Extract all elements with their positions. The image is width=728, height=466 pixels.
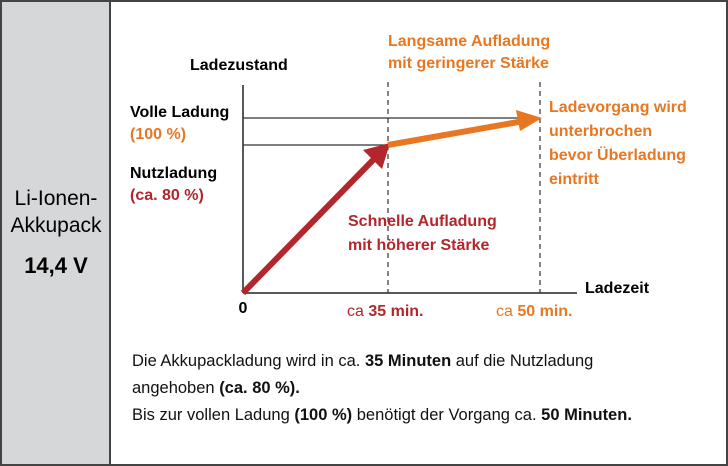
level-value: (100 %)	[130, 126, 186, 143]
fast-note: Schnelle Aufladung	[348, 213, 497, 230]
x-marker: ca 35 min.	[347, 303, 424, 320]
slow-arrowhead	[516, 110, 542, 131]
level-value: (ca. 80 %)	[130, 187, 204, 204]
x-marker-value: 35 min.	[368, 303, 423, 320]
caption-line: Die Akkupackladung wird in ca. 35 Minute…	[132, 348, 632, 375]
level-label: Nutzladung	[130, 165, 217, 182]
stop-note: unterbrochen	[549, 123, 652, 140]
caption: Die Akkupackladung wird in ca. 35 Minute…	[132, 348, 632, 429]
stop-note: bevor Überladung	[549, 145, 686, 164]
emphasis: 50 Minuten.	[541, 406, 632, 424]
x-marker: ca 50 min.	[496, 303, 573, 320]
sidebar	[0, 0, 111, 466]
text: angehoben	[132, 379, 215, 397]
caption-line: angehoben (ca. 80 %).	[132, 375, 632, 402]
stop-note: Ladevorgang wird	[549, 99, 687, 116]
x-axis-label: Ladezeit	[585, 280, 650, 297]
x-marker-prefix: ca	[347, 303, 364, 320]
slow-arrow	[387, 118, 525, 148]
text: auf die Nutzladung	[455, 352, 594, 370]
voltage: 14,4 V	[24, 253, 88, 278]
slow-note: mit geringerer Stärke	[388, 55, 549, 72]
product-line: Li-Ionen-	[15, 187, 98, 210]
product-line: Akkupack	[10, 214, 102, 237]
fast-note: mit höherer Stärke	[348, 237, 489, 254]
y-axis-label: Ladezustand	[190, 57, 288, 74]
emphasis: (100 %)	[294, 406, 353, 424]
fast-arrowhead	[363, 143, 390, 169]
x-marker-prefix: ca	[496, 303, 513, 320]
slow-note: Langsame Aufladung	[388, 33, 550, 50]
text: Die Akkupackladung wird in ca.	[132, 352, 361, 370]
stop-note: eintritt	[549, 171, 599, 188]
level-label: Volle Ladung	[130, 104, 229, 121]
x-marker-value: 50 min.	[517, 303, 572, 320]
emphasis: 35 Minuten	[364, 352, 452, 370]
text: benötigt der Vorgang ca.	[356, 406, 537, 424]
text: Bis zur vollen Ladung	[132, 406, 290, 424]
caption-line: Bis zur vollen Ladung (100 %) benötigt d…	[132, 402, 632, 429]
emphasis: (ca. 80 %).	[219, 379, 300, 397]
origin-label: 0	[239, 300, 248, 317]
fast-arrow	[240, 155, 378, 296]
